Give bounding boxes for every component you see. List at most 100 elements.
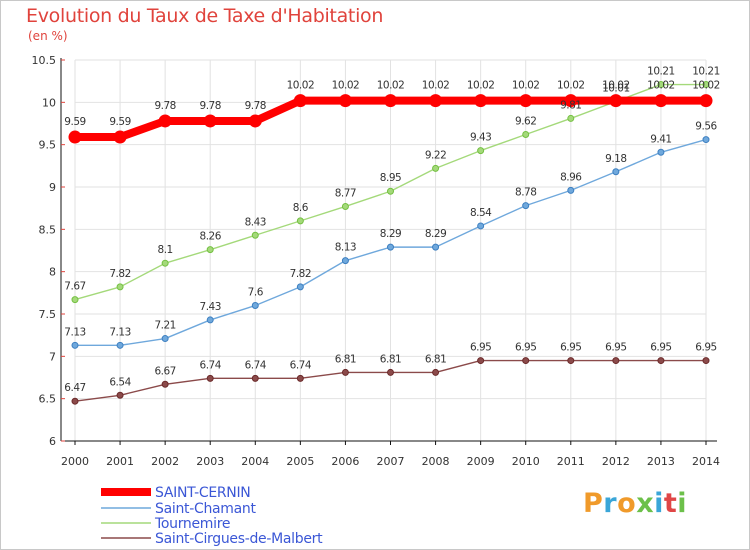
data-label: 10.02 — [377, 80, 405, 92]
data-point — [522, 131, 530, 139]
data-point — [158, 114, 172, 128]
data-point — [203, 114, 217, 128]
data-label: 10.02 — [602, 80, 630, 92]
y-tick-label: 9.5 — [39, 139, 57, 152]
data-label: 8.54 — [470, 207, 492, 219]
data-label: 6.67 — [154, 365, 175, 377]
data-point — [657, 148, 665, 156]
data-point — [251, 302, 259, 310]
brand-letter: x — [636, 488, 655, 519]
data-point — [248, 114, 262, 128]
data-point — [71, 341, 79, 349]
data-label: 9.59 — [109, 116, 130, 128]
data-label: 10.02 — [647, 80, 675, 92]
chart-unit: (en %) — [28, 29, 68, 43]
data-point — [387, 243, 394, 251]
data-label: 6.81 — [425, 353, 446, 365]
data-point — [206, 246, 214, 254]
x-tick-label: 2010 — [512, 455, 540, 468]
data-label: 8.96 — [560, 171, 582, 183]
data-label: 8.95 — [380, 172, 401, 184]
data-point — [341, 257, 349, 265]
data-label: 8.77 — [335, 187, 356, 199]
data-point — [432, 368, 440, 376]
data-point — [338, 94, 352, 108]
data-label: 7.13 — [64, 326, 85, 338]
data-label: 10.02 — [512, 80, 540, 92]
data-label: 10.02 — [467, 80, 495, 92]
series-lines — [68, 81, 713, 405]
data-label: 7.6 — [248, 287, 264, 299]
data-point — [251, 231, 259, 239]
data-point — [161, 380, 169, 388]
x-tick-label: 2011 — [557, 455, 585, 468]
data-label: 9.22 — [425, 149, 446, 161]
data-point — [519, 94, 533, 108]
data-point — [116, 283, 124, 291]
data-label: 10.21 — [692, 66, 720, 78]
data-labels: 9.59 9.59 9.78 9.78 9.78 10.02 10.02 10.02 10.02… — [64, 66, 720, 395]
data-label: 9.78 — [245, 100, 266, 112]
x-tick-label: 2007 — [377, 455, 405, 468]
data-point — [612, 357, 620, 365]
data-point — [567, 114, 575, 122]
x-tick-label: 2008 — [422, 455, 450, 468]
data-point — [567, 357, 575, 365]
data-label: 6.74 — [200, 359, 222, 371]
data-label: 6.74 — [245, 359, 267, 371]
data-label: 7.13 — [109, 326, 130, 338]
data-point — [387, 368, 394, 376]
data-label: 6.74 — [290, 359, 312, 371]
data-label: 10.21 — [647, 66, 675, 78]
data-label: 9.81 — [560, 99, 581, 111]
gridlines — [74, 59, 707, 442]
data-point — [341, 202, 349, 210]
data-label: 9.62 — [515, 116, 536, 128]
data-label: 8.29 — [425, 228, 446, 240]
data-label: 10.02 — [422, 80, 450, 92]
data-label: 8.78 — [515, 187, 536, 199]
y-tick-label: 6.5 — [39, 393, 57, 406]
legend-label-1: Saint-Chamant — [155, 501, 256, 517]
x-tick-label: 2001 — [106, 455, 134, 468]
data-label: 10.02 — [692, 80, 720, 92]
legend-label-2: Tournemire — [154, 516, 230, 532]
data-label: 6.54 — [109, 376, 131, 388]
brand-letter: o — [617, 488, 637, 519]
data-point — [387, 187, 394, 195]
data-point — [657, 357, 665, 365]
chart-title: Evolution du Taux de Taxe d'Habitation — [26, 5, 384, 27]
data-point — [657, 81, 665, 89]
x-tick-label: 2004 — [241, 455, 269, 468]
data-point — [161, 335, 169, 343]
data-point — [612, 168, 620, 176]
data-point — [341, 368, 349, 376]
data-point — [161, 259, 169, 267]
data-point — [477, 357, 485, 365]
data-point — [654, 94, 668, 108]
data-label: 9.43 — [470, 132, 491, 144]
legend-label-0: SAINT-CERNIN — [155, 485, 250, 501]
data-point — [477, 147, 485, 155]
data-point — [113, 130, 127, 144]
data-label: 7.82 — [109, 268, 130, 280]
x-tick-label: 2009 — [467, 455, 495, 468]
data-label: 9.78 — [200, 100, 221, 112]
data-point — [609, 94, 623, 108]
x-tick-label: 2000 — [61, 455, 89, 468]
data-label: 9.18 — [605, 153, 626, 165]
data-point — [522, 357, 530, 365]
data-label: 9.56 — [695, 121, 717, 133]
x-tick-label: 2003 — [196, 455, 224, 468]
data-point — [522, 202, 530, 210]
data-point — [68, 130, 82, 144]
brand-letter: i — [677, 488, 688, 519]
data-point — [71, 397, 79, 405]
data-point — [429, 94, 443, 108]
data-label: 6.95 — [515, 342, 536, 354]
data-label: 6.95 — [470, 342, 491, 354]
data-point — [251, 374, 259, 382]
y-tick-label: 10 — [42, 96, 56, 109]
data-point — [702, 357, 710, 365]
